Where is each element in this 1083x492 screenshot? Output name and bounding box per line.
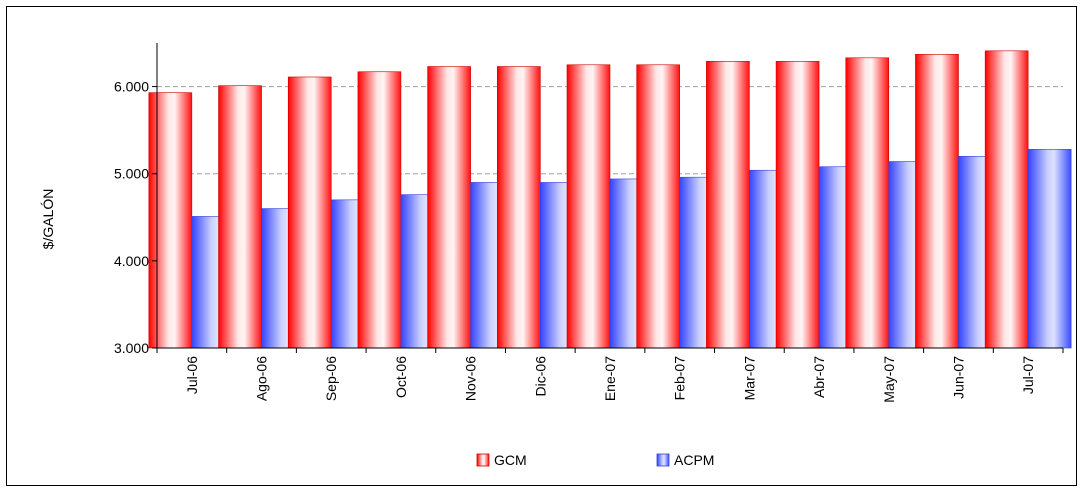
x-tick-label: May-07: [881, 356, 897, 403]
bar-gcm: [427, 66, 471, 349]
x-tick-label: Nov-06: [463, 356, 479, 401]
x-tick-label: Mar-07: [741, 356, 757, 401]
x-tick-label: Ene-07: [602, 356, 618, 401]
bar-gcm: [845, 57, 890, 349]
legend-label-gcm: GCM: [494, 452, 527, 468]
legend-swatch-acpm: [656, 453, 670, 467]
bar-gcm: [497, 66, 541, 349]
bar-gcm: [287, 76, 332, 349]
bar-gcm: [148, 92, 193, 349]
bar-gcm: [218, 85, 262, 349]
axes: [152, 43, 1064, 353]
x-tick-label: Abr-07: [811, 356, 827, 398]
bars: [148, 50, 1072, 349]
x-tick-labels: Jul-06 Ago-06 Sep-06 Oct-06 Nov-06 Dic-06 Ene-…: [184, 356, 1036, 403]
chart-frame: 3.000 4.000 5.000 6.000 Jul-06 Ago-06 Sep-06 O…: [6, 6, 1077, 486]
bar-chart: 3.000 4.000 5.000 6.000 Jul-06 Ago-06 Sep-06 O…: [40, 43, 1072, 468]
y-axis-label: $/GALÓN: [40, 189, 56, 250]
bar-gcm: [984, 50, 1029, 349]
x-tick-label: Oct-06: [393, 356, 409, 398]
y-tick-labels: 3.000 4.000 5.000 6.000: [114, 79, 149, 356]
y-tick-label: 3.000: [114, 340, 149, 356]
x-tick-label: Jul-06: [184, 356, 200, 394]
bar-gcm: [566, 64, 611, 349]
y-tick-label: 5.000: [114, 166, 149, 182]
x-tick-label: Dic-06: [532, 356, 548, 397]
x-tick-label: Sep-06: [323, 356, 339, 401]
x-tick-label: Jul-07: [1020, 356, 1036, 394]
x-tick-label: Jun-07: [950, 356, 966, 399]
bar-acpm: [1027, 149, 1072, 349]
bar-gcm: [636, 64, 680, 349]
y-tick-label: 6.000: [114, 79, 149, 95]
legend: GCM ACPM: [476, 452, 714, 468]
bar-gcm: [775, 60, 820, 349]
bar-gcm: [357, 71, 402, 349]
x-tick-label: Feb-07: [672, 356, 688, 401]
bar-gcm: [706, 60, 750, 349]
legend-swatch-gcm: [476, 453, 490, 467]
bar-gcm: [915, 54, 959, 349]
x-tick-label: Ago-06: [254, 356, 270, 401]
y-tick-label: 4.000: [114, 253, 149, 269]
legend-label-acpm: ACPM: [674, 452, 714, 468]
